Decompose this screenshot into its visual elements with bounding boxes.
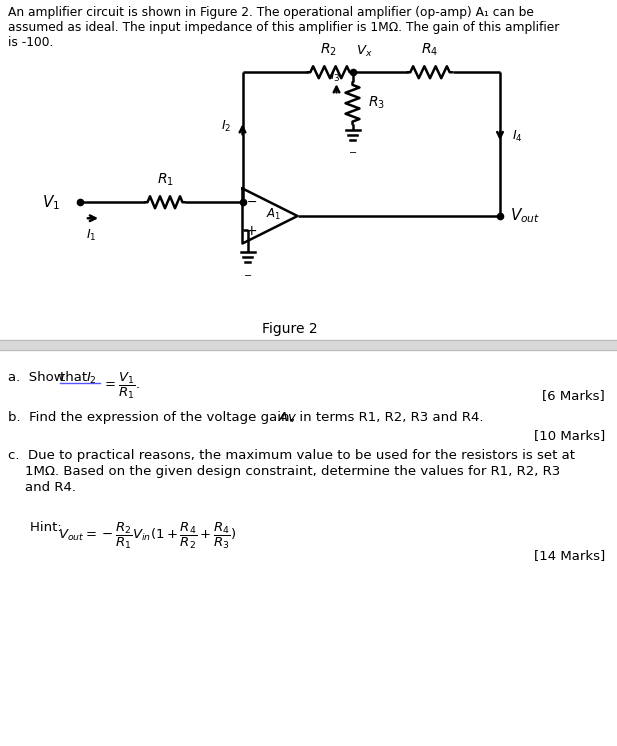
- Text: [14 Marks]: [14 Marks]: [534, 549, 605, 562]
- Text: is -100.: is -100.: [8, 36, 54, 49]
- Text: $-$: $-$: [348, 146, 357, 156]
- Text: a.  Show: a. Show: [8, 371, 69, 384]
- Text: $R_3$: $R_3$: [368, 95, 384, 111]
- Text: b.  Find the expression of the voltage gain,: b. Find the expression of the voltage ga…: [8, 411, 298, 424]
- Text: $R_1$: $R_1$: [157, 172, 173, 188]
- Text: $-$: $-$: [246, 195, 257, 207]
- Text: $I_2$: $I_2$: [86, 371, 97, 386]
- Text: $I_3$: $I_3$: [330, 69, 341, 84]
- Text: [10 Marks]: [10 Marks]: [534, 429, 605, 442]
- Text: Hint:: Hint:: [30, 521, 66, 534]
- Text: $I_2$: $I_2$: [222, 119, 231, 134]
- Text: $I_1$: $I_1$: [86, 228, 96, 243]
- Text: $R_2$: $R_2$: [320, 42, 336, 58]
- Text: Figure 2: Figure 2: [262, 322, 318, 336]
- Text: $V_{out} = -\dfrac{R_2}{R_1}V_{in}(1+\dfrac{R_4}{R_2}+\dfrac{R_4}{R_3})$: $V_{out} = -\dfrac{R_2}{R_1}V_{in}(1+\df…: [58, 521, 236, 551]
- Text: $V_x$: $V_x$: [357, 44, 373, 59]
- Text: $= \dfrac{V_1}{R_1}$.: $= \dfrac{V_1}{R_1}$.: [102, 371, 140, 401]
- Text: , in terms R1, R2, R3 and R4.: , in terms R1, R2, R3 and R4.: [291, 411, 484, 424]
- Text: [6 Marks]: [6 Marks]: [542, 389, 605, 402]
- Bar: [0, 340, 617, 350]
- Text: $V_1$: $V_1$: [42, 193, 60, 212]
- Text: 1MΩ. Based on the given design constraint, determine the values for R1, R2, R3: 1MΩ. Based on the given design constrain…: [8, 465, 560, 478]
- Text: $-$: $-$: [243, 269, 252, 279]
- Text: $V_{out}$: $V_{out}$: [510, 207, 540, 225]
- Text: c.  Due to practical reasons, the maximum value to be used for the resistors is : c. Due to practical reasons, the maximum…: [8, 449, 575, 462]
- Text: $R_4$: $R_4$: [421, 42, 439, 58]
- Text: An amplifier circuit is shown in Figure 2. The operational amplifier (op-amp) A₁: An amplifier circuit is shown in Figure …: [8, 6, 534, 19]
- Text: $I_4$: $I_4$: [512, 128, 523, 144]
- Text: $Av$: $Av$: [278, 411, 298, 424]
- Text: assumed as ideal. The input impedance of this amplifier is 1MΩ. The gain of this: assumed as ideal. The input impedance of…: [8, 21, 560, 34]
- Text: $+$: $+$: [246, 224, 257, 238]
- Text: that: that: [60, 371, 91, 384]
- Text: and R4.: and R4.: [8, 481, 76, 494]
- Text: $A_1$: $A_1$: [267, 207, 281, 222]
